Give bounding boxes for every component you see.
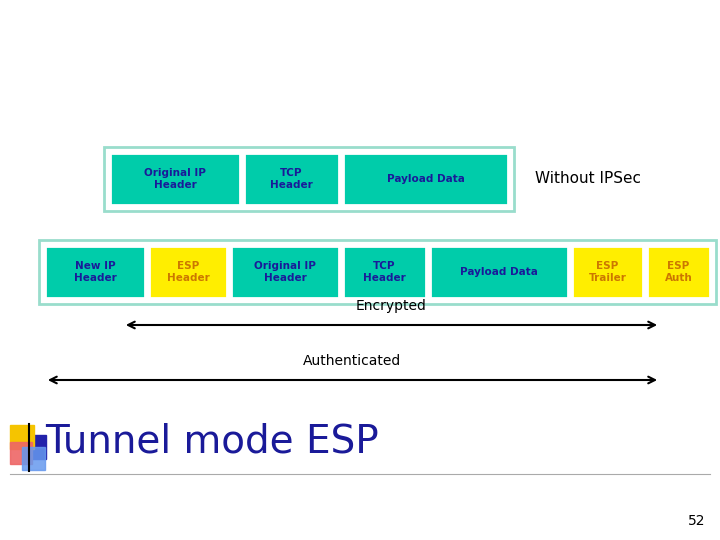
Bar xyxy=(10,442,32,464)
Bar xyxy=(45,246,145,298)
Bar xyxy=(104,147,514,211)
Text: Without IPSec: Without IPSec xyxy=(535,172,641,186)
Text: Payload Data: Payload Data xyxy=(387,174,464,184)
Text: TCP
Header: TCP Header xyxy=(363,261,406,283)
Bar xyxy=(149,246,227,298)
Bar xyxy=(343,246,426,298)
Bar xyxy=(231,246,339,298)
Text: New IP
Header: New IP Header xyxy=(73,261,117,283)
Text: Tunnel mode ESP: Tunnel mode ESP xyxy=(45,422,379,460)
Text: Payload Data: Payload Data xyxy=(460,267,538,277)
Text: ESP
Header: ESP Header xyxy=(166,261,210,283)
Bar xyxy=(10,424,35,449)
Text: ESP
Trailer: ESP Trailer xyxy=(588,261,626,283)
Bar xyxy=(39,240,716,304)
Text: Encrypted: Encrypted xyxy=(356,299,427,313)
Bar xyxy=(22,435,46,458)
Text: Original IP
Header: Original IP Header xyxy=(254,261,316,283)
Text: TCP
Header: TCP Header xyxy=(270,168,313,190)
Bar xyxy=(647,246,710,298)
Text: 52: 52 xyxy=(688,514,705,528)
Bar xyxy=(110,153,240,205)
Text: ESP
Auth: ESP Auth xyxy=(665,261,693,283)
Bar xyxy=(244,153,339,205)
Bar xyxy=(572,246,643,298)
Text: Original IP
Header: Original IP Header xyxy=(144,168,206,190)
Bar xyxy=(430,246,568,298)
Bar xyxy=(343,153,508,205)
Bar xyxy=(22,447,45,470)
Text: Authenticated: Authenticated xyxy=(303,354,402,368)
